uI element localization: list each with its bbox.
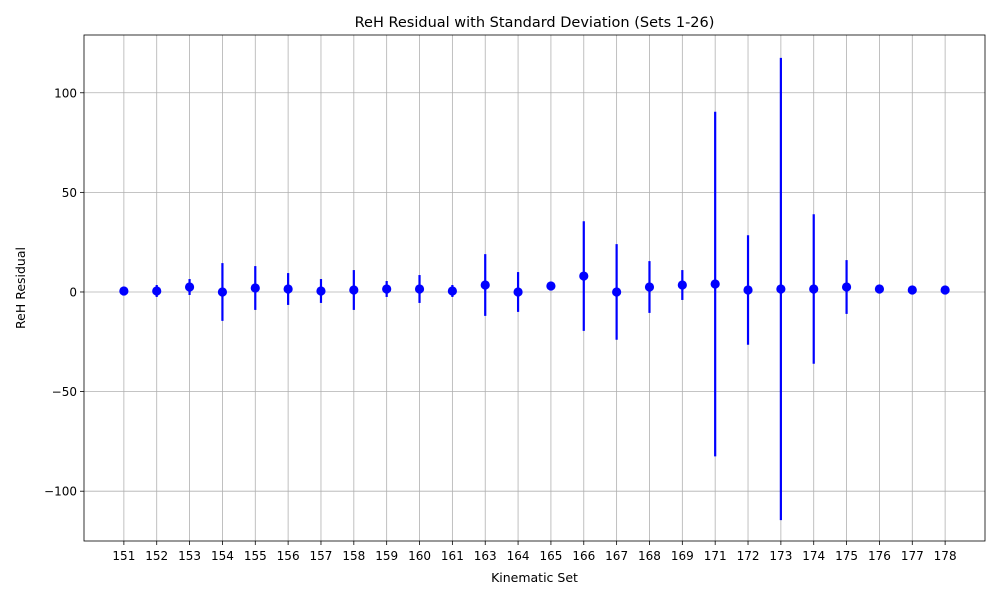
x-axis-ticks: 151 152 153 154 155 156 157 158 159 160 161 163 164 1… bbox=[112, 541, 957, 563]
data-point bbox=[316, 286, 326, 296]
x-tick-label: 169 bbox=[671, 549, 694, 563]
data-point bbox=[579, 271, 589, 281]
data-point bbox=[119, 286, 129, 296]
data-point bbox=[349, 285, 359, 295]
x-tick-label: 158 bbox=[342, 549, 365, 563]
x-tick-label: 175 bbox=[835, 549, 858, 563]
data-point bbox=[677, 280, 687, 290]
x-tick-label: 173 bbox=[769, 549, 792, 563]
x-tick-label: 157 bbox=[310, 549, 333, 563]
x-tick-label: 166 bbox=[572, 549, 595, 563]
x-tick-label: 171 bbox=[704, 549, 727, 563]
data-point bbox=[710, 279, 720, 289]
x-tick-label: 172 bbox=[737, 549, 760, 563]
x-tick-label: 163 bbox=[474, 549, 497, 563]
data-point bbox=[447, 286, 457, 296]
x-tick-label: 164 bbox=[507, 549, 530, 563]
chart-title: ReH Residual with Standard Deviation (Se… bbox=[355, 15, 715, 31]
x-tick-label: 154 bbox=[211, 549, 234, 563]
x-tick-label: 167 bbox=[605, 549, 628, 563]
data-point bbox=[250, 283, 260, 293]
y-axis-ticks: −100 −50 0 50 100 bbox=[44, 86, 84, 499]
x-tick-label: 165 bbox=[539, 549, 562, 563]
data-point bbox=[907, 285, 917, 295]
y-tick-label: −100 bbox=[44, 485, 77, 499]
y-tick-label: 100 bbox=[54, 86, 77, 100]
data-point bbox=[152, 286, 162, 296]
x-axis-label: Kinematic Set bbox=[491, 570, 578, 585]
x-tick-label: 159 bbox=[375, 549, 398, 563]
data-points bbox=[119, 271, 950, 297]
error-bars bbox=[122, 57, 947, 521]
x-tick-label: 153 bbox=[178, 549, 201, 563]
x-tick-label: 160 bbox=[408, 549, 431, 563]
plot-frame bbox=[83, 34, 986, 542]
data-point bbox=[283, 284, 293, 294]
x-tick-label: 161 bbox=[441, 549, 464, 563]
data-point bbox=[809, 284, 819, 294]
data-point bbox=[644, 282, 655, 292]
data-point bbox=[874, 284, 885, 294]
data-point bbox=[217, 287, 228, 297]
data-point bbox=[776, 284, 786, 294]
y-tick-label: 50 bbox=[62, 186, 77, 200]
data-point bbox=[940, 285, 950, 295]
data-point bbox=[546, 281, 556, 291]
x-tick-label: 151 bbox=[112, 549, 135, 563]
x-tick-label: 168 bbox=[638, 549, 661, 563]
x-tick-label: 174 bbox=[802, 549, 825, 563]
y-tick-label: 0 bbox=[69, 285, 77, 299]
data-point bbox=[841, 282, 852, 292]
data-point bbox=[612, 287, 622, 297]
data-point bbox=[480, 280, 490, 290]
data-point bbox=[513, 287, 523, 297]
y-axis-label: ReH Residual bbox=[13, 247, 28, 329]
x-tick-label: 152 bbox=[145, 549, 168, 563]
x-tick-label: 178 bbox=[934, 549, 957, 563]
x-tick-label: 155 bbox=[244, 549, 267, 563]
x-tick-label: 156 bbox=[277, 549, 300, 563]
data-point bbox=[184, 282, 195, 292]
data-point bbox=[414, 284, 425, 294]
x-tick-label: 176 bbox=[868, 549, 891, 563]
y-tick-label: −50 bbox=[52, 385, 77, 399]
x-tick-label: 177 bbox=[901, 549, 924, 563]
data-point bbox=[382, 284, 392, 294]
data-point bbox=[743, 285, 753, 295]
